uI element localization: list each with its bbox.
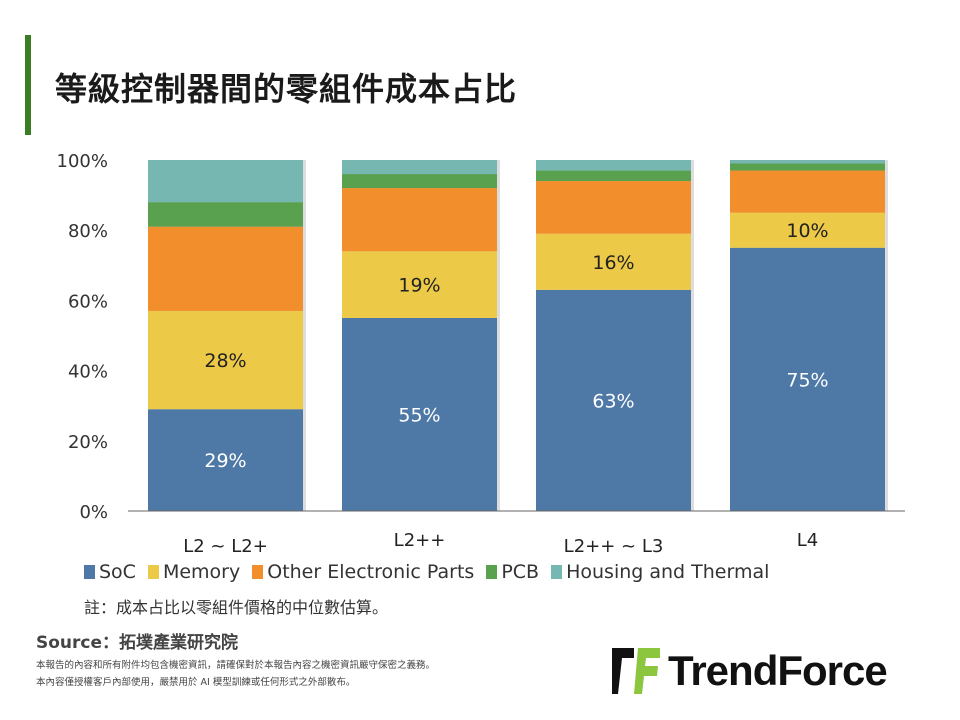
title-accent-bar: [25, 35, 31, 135]
legend-item: Other Electronic Parts: [252, 561, 474, 583]
data-label: 55%: [398, 404, 440, 426]
legend-label: Other Electronic Parts: [267, 561, 475, 583]
bar-segment-memory: [148, 310, 303, 410]
legend-label: SoC: [99, 561, 136, 583]
logo-text: TrendForce: [668, 647, 888, 694]
bar-segment-other-electronic-parts: [148, 226, 303, 311]
legend-swatch: [551, 565, 563, 579]
bar-segment-soc: [536, 289, 691, 511]
data-label: 28%: [204, 350, 246, 372]
bar-segment-pcb: [536, 170, 691, 182]
bar-segment-soc: [148, 409, 303, 511]
legend-label: Housing and Thermal: [566, 561, 770, 583]
bar-segment-housing-and-thermal: [730, 160, 885, 164]
bar-segment-housing-and-thermal: [148, 160, 303, 203]
legend-swatch: [252, 565, 264, 579]
y-tick-label: 0%: [79, 502, 108, 523]
bar-segment-pcb: [342, 174, 497, 189]
y-tick-label: 80%: [68, 221, 108, 242]
data-label: 19%: [398, 275, 440, 297]
legend-label: Memory: [162, 561, 241, 583]
bar-segment-soc: [342, 317, 497, 511]
y-tick-label: 20%: [68, 432, 108, 453]
legend-swatch: [84, 565, 95, 579]
y-tick-label: 40%: [68, 362, 108, 383]
legend-item: SoC: [84, 561, 136, 583]
bar-segment-pcb: [730, 163, 885, 171]
x-category-label: L2 ~ L2+: [183, 536, 268, 557]
legend-item: Memory: [147, 561, 241, 583]
legend: SoC Memory Other Electronic Parts PCB Housin…: [84, 561, 769, 583]
trendforce-logo-icon: [612, 648, 660, 694]
x-category-label: L2++: [394, 530, 446, 551]
bar-segment-soc: [730, 247, 885, 511]
y-tick-label: 60%: [68, 291, 108, 312]
legend-swatch: [147, 565, 159, 579]
stacked-bar-chart: 0% 20% 40% 60% 80% 100% 29% 28% L2 ~ L2+ 55% 19% L2…: [57, 151, 905, 557]
x-category-label: L2++ ~ L3: [564, 536, 664, 557]
disclaimer-line: 本報告的內容和所有附件均包含機密資訊，請確保對於本報告內容之機密資訊嚴守保密之義…: [36, 660, 436, 671]
bar-segment-other-electronic-parts: [730, 170, 885, 213]
bar-segment-memory: [730, 212, 885, 248]
bar-segment-other-electronic-parts: [342, 188, 497, 252]
bar-segment-other-electronic-parts: [536, 181, 691, 234]
source: Source：拓墣產業研究院: [36, 633, 239, 653]
legend-label: PCB: [501, 561, 540, 583]
footnote: 註：成本占比以零組件價格的中位數估算。: [84, 598, 389, 617]
page-title: 等級控制器間的零組件成本占比: [55, 70, 518, 108]
legend-swatch: [486, 565, 498, 579]
legend-item: PCB: [486, 561, 539, 583]
x-category-label: L4: [797, 530, 818, 551]
bar-segment-housing-and-thermal: [536, 160, 691, 171]
legend-item: Housing and Thermal: [551, 561, 769, 583]
bar-segment-pcb: [148, 202, 303, 227]
bar-segment-housing-and-thermal: [342, 160, 497, 175]
data-label: 29%: [204, 450, 246, 472]
disclaimer-line: 本內容僅授權客戶內部使用，嚴禁用於 AI 模型訓練或任何形式之外部散布。: [36, 677, 356, 688]
data-label: 75%: [786, 369, 828, 391]
bar-segment-memory: [536, 233, 691, 290]
data-label: 10%: [786, 220, 828, 242]
data-label: 63%: [592, 390, 634, 412]
bar-segment-memory: [342, 251, 497, 318]
trendforce-logo: TrendForce: [612, 647, 888, 695]
data-label: 16%: [592, 252, 634, 274]
y-tick-label: 100%: [57, 151, 108, 172]
